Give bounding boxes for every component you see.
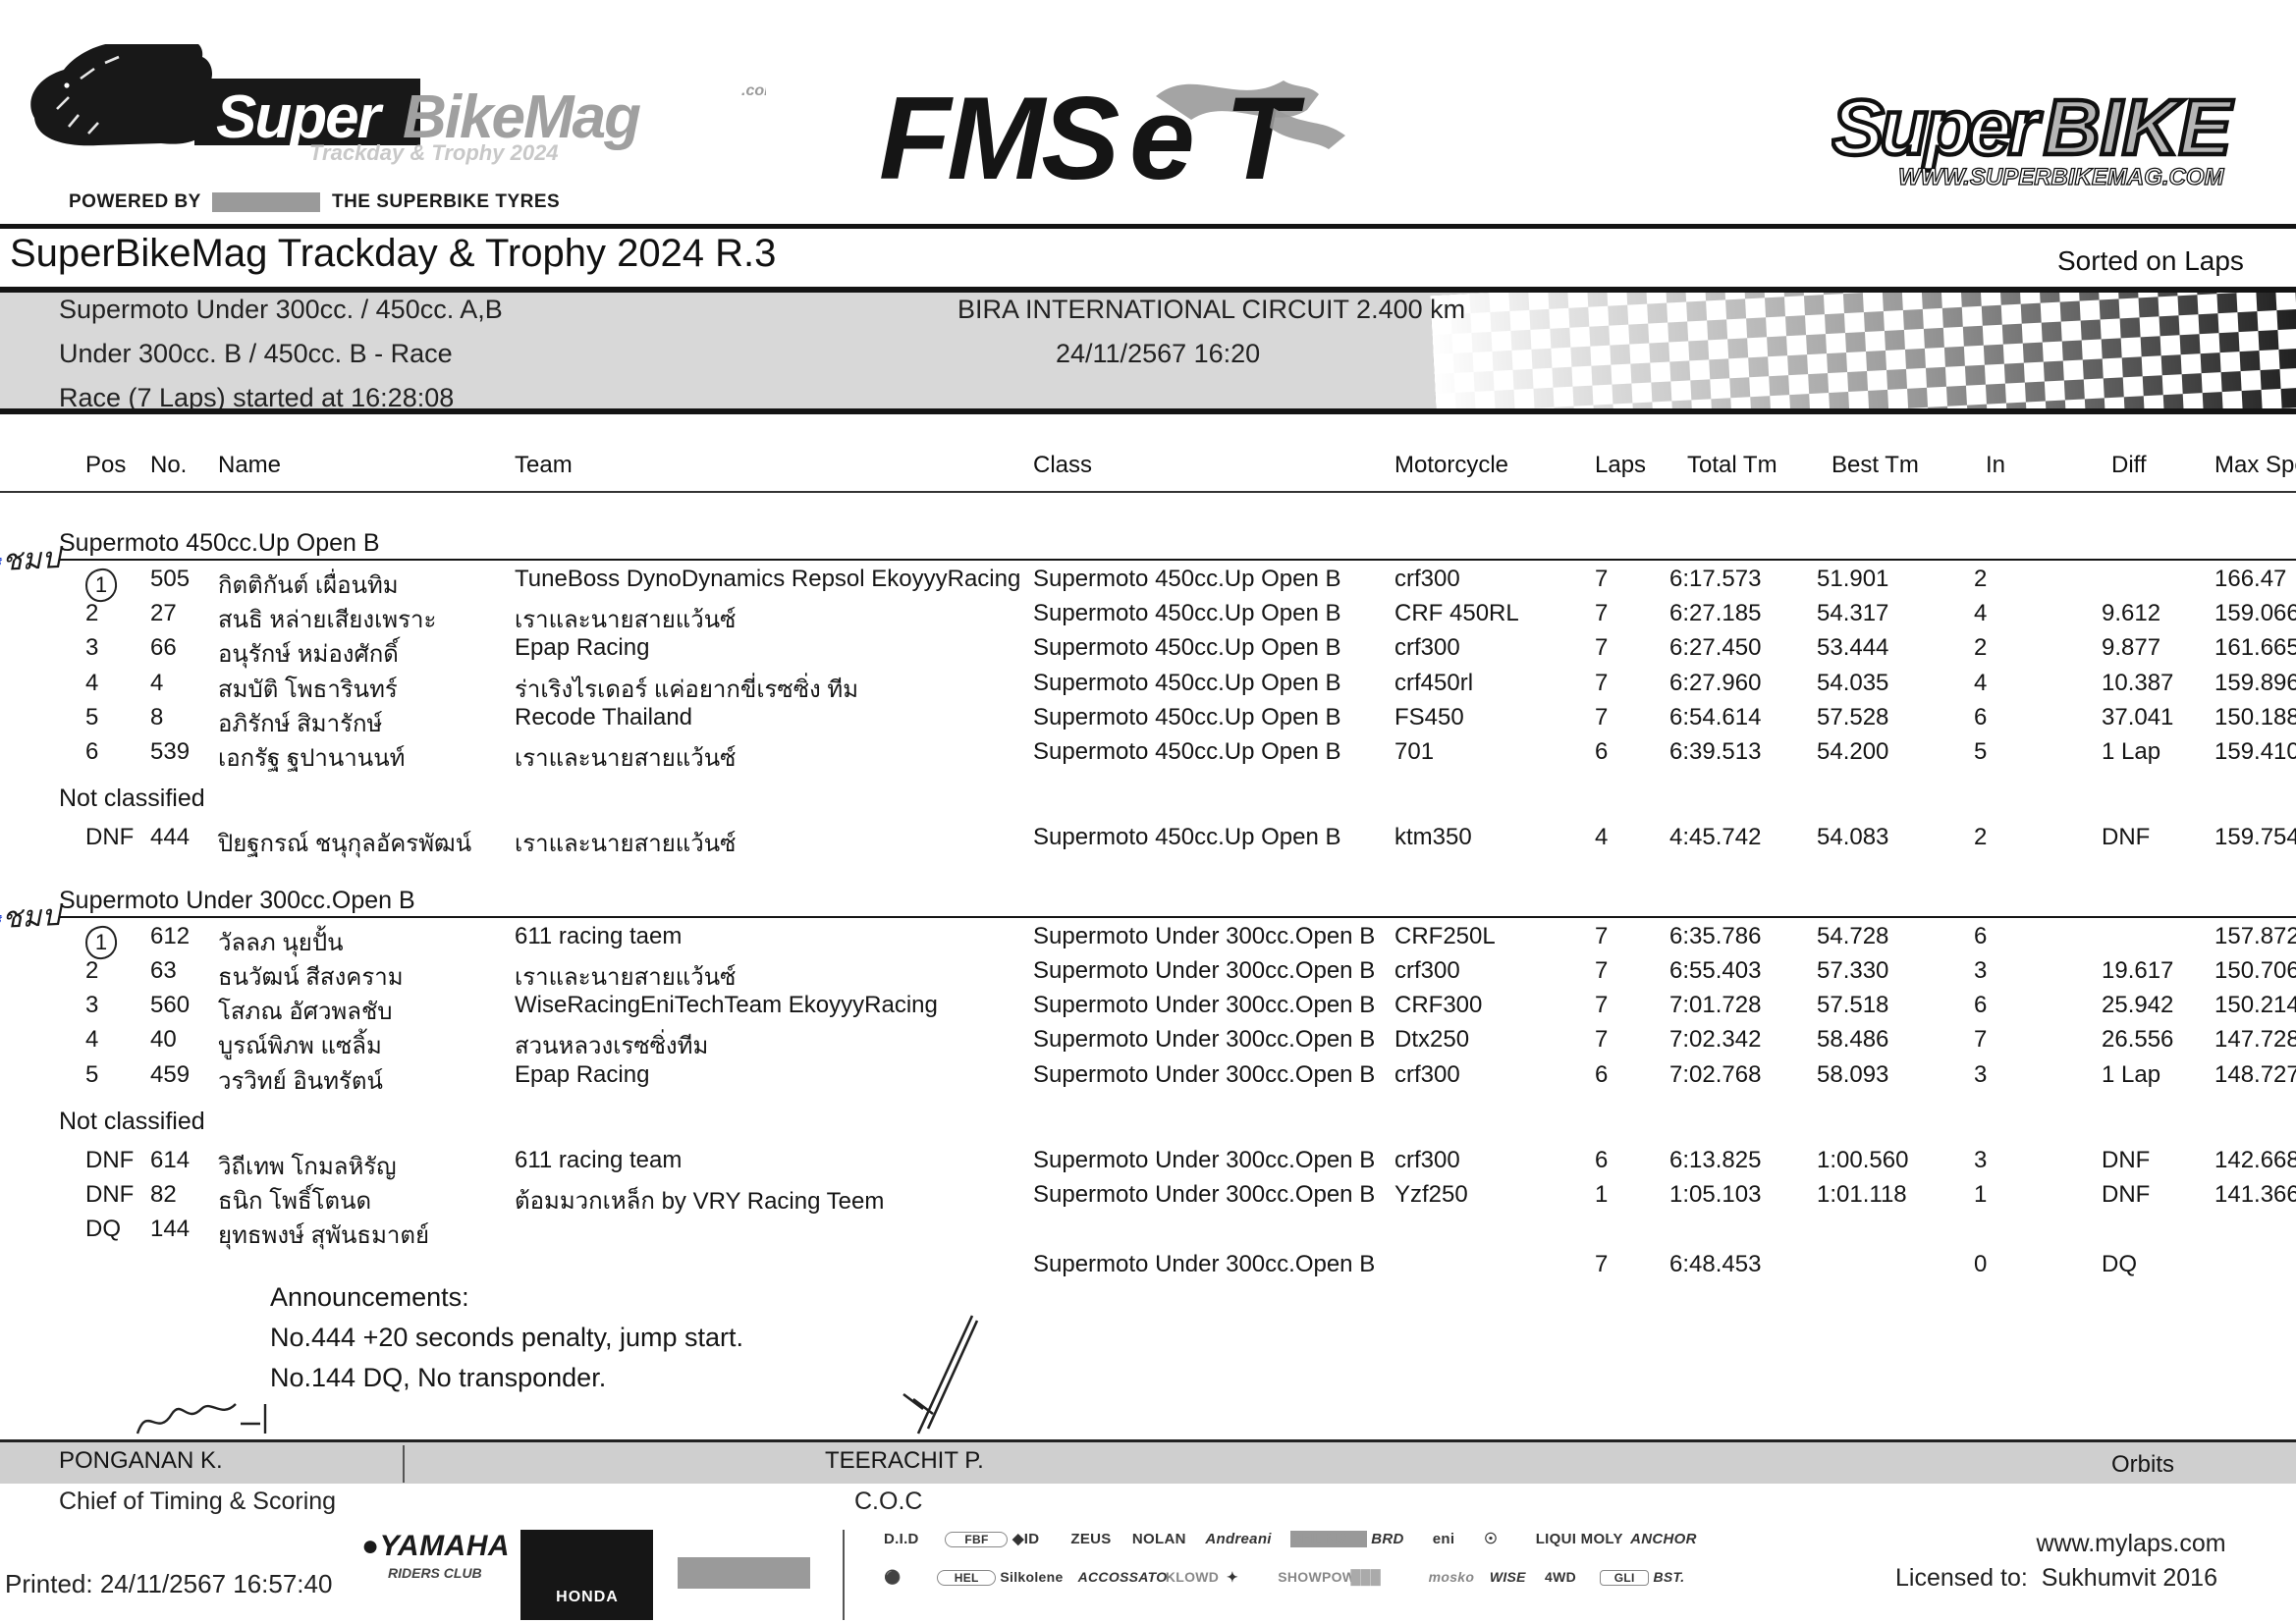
svg-text:Trackday & Trophy 2024: Trackday & Trophy 2024 bbox=[309, 140, 559, 165]
svg-text:็็: ็็ bbox=[0, 915, 4, 924]
svg-text:FMS: FMS bbox=[879, 73, 1119, 204]
svg-text:WWW.SUPERBIKEMAG.COM: WWW.SUPERBIKEMAG.COM bbox=[1898, 164, 2225, 190]
svg-text:BIKE: BIKE bbox=[2044, 83, 2234, 171]
svg-text:็็: ็็ bbox=[0, 558, 4, 567]
svg-text:1: 1 bbox=[95, 930, 107, 954]
svg-text:1: 1 bbox=[95, 572, 107, 597]
svg-text:.com: .com bbox=[741, 82, 766, 99]
svg-text:Super: Super bbox=[1831, 83, 2043, 171]
svg-text:e: e bbox=[1129, 73, 1195, 204]
